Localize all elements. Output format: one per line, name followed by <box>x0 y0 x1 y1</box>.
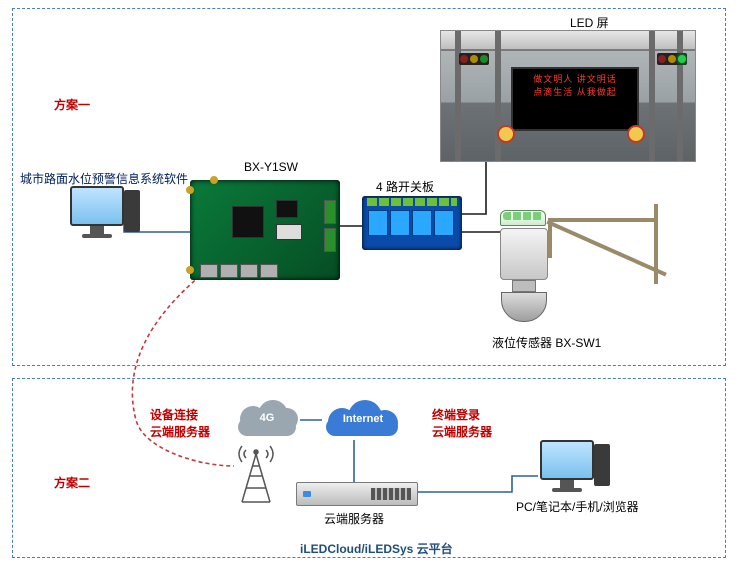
relay-board <box>362 196 462 250</box>
label-pcb: BX-Y1SW <box>244 160 298 174</box>
client-computer-icon <box>540 440 594 492</box>
text: 设备连接 <box>150 406 210 423</box>
label-led-screen: LED 屏 <box>570 14 609 31</box>
cloud-4g-icon: 4G <box>232 400 302 440</box>
led-screen-photo: 做文明人 讲文明话 点滴生活 从我做起 <box>440 30 696 162</box>
label-software: 城市路面水位预警信息系统软件 <box>20 170 188 187</box>
label-clients: PC/笔记本/手机/浏览器 <box>516 498 639 515</box>
label-sensor: 液位传感器 BX-SW1 <box>492 334 601 351</box>
led-text: 做文明人 讲文明话 <box>513 73 637 86</box>
text: 云端服务器 <box>432 423 492 440</box>
label-plan2: 方案二 <box>54 474 90 491</box>
cloud-internet-icon: Internet <box>320 400 406 440</box>
label-platform: iLEDCloud/iLEDSys 云平台 <box>300 540 453 557</box>
text: 4G <box>232 412 302 424</box>
tower-icon <box>236 444 276 504</box>
computer-icon <box>70 186 124 238</box>
label-relay: 4 路开关板 <box>376 178 434 195</box>
pcb-board <box>190 180 340 280</box>
level-sensor <box>500 210 548 322</box>
server-icon <box>296 482 418 506</box>
label-device-connect: 设备连接 云端服务器 <box>150 406 210 440</box>
label-cloud-server: 云端服务器 <box>324 510 384 527</box>
led-text: 点滴生活 从我做起 <box>513 86 637 99</box>
text: Internet <box>320 413 406 425</box>
label-terminal-connect: 终端登录 云端服务器 <box>432 406 492 440</box>
text: 云端服务器 <box>150 423 210 440</box>
label-plan1: 方案一 <box>54 96 90 113</box>
text: 终端登录 <box>432 406 492 423</box>
